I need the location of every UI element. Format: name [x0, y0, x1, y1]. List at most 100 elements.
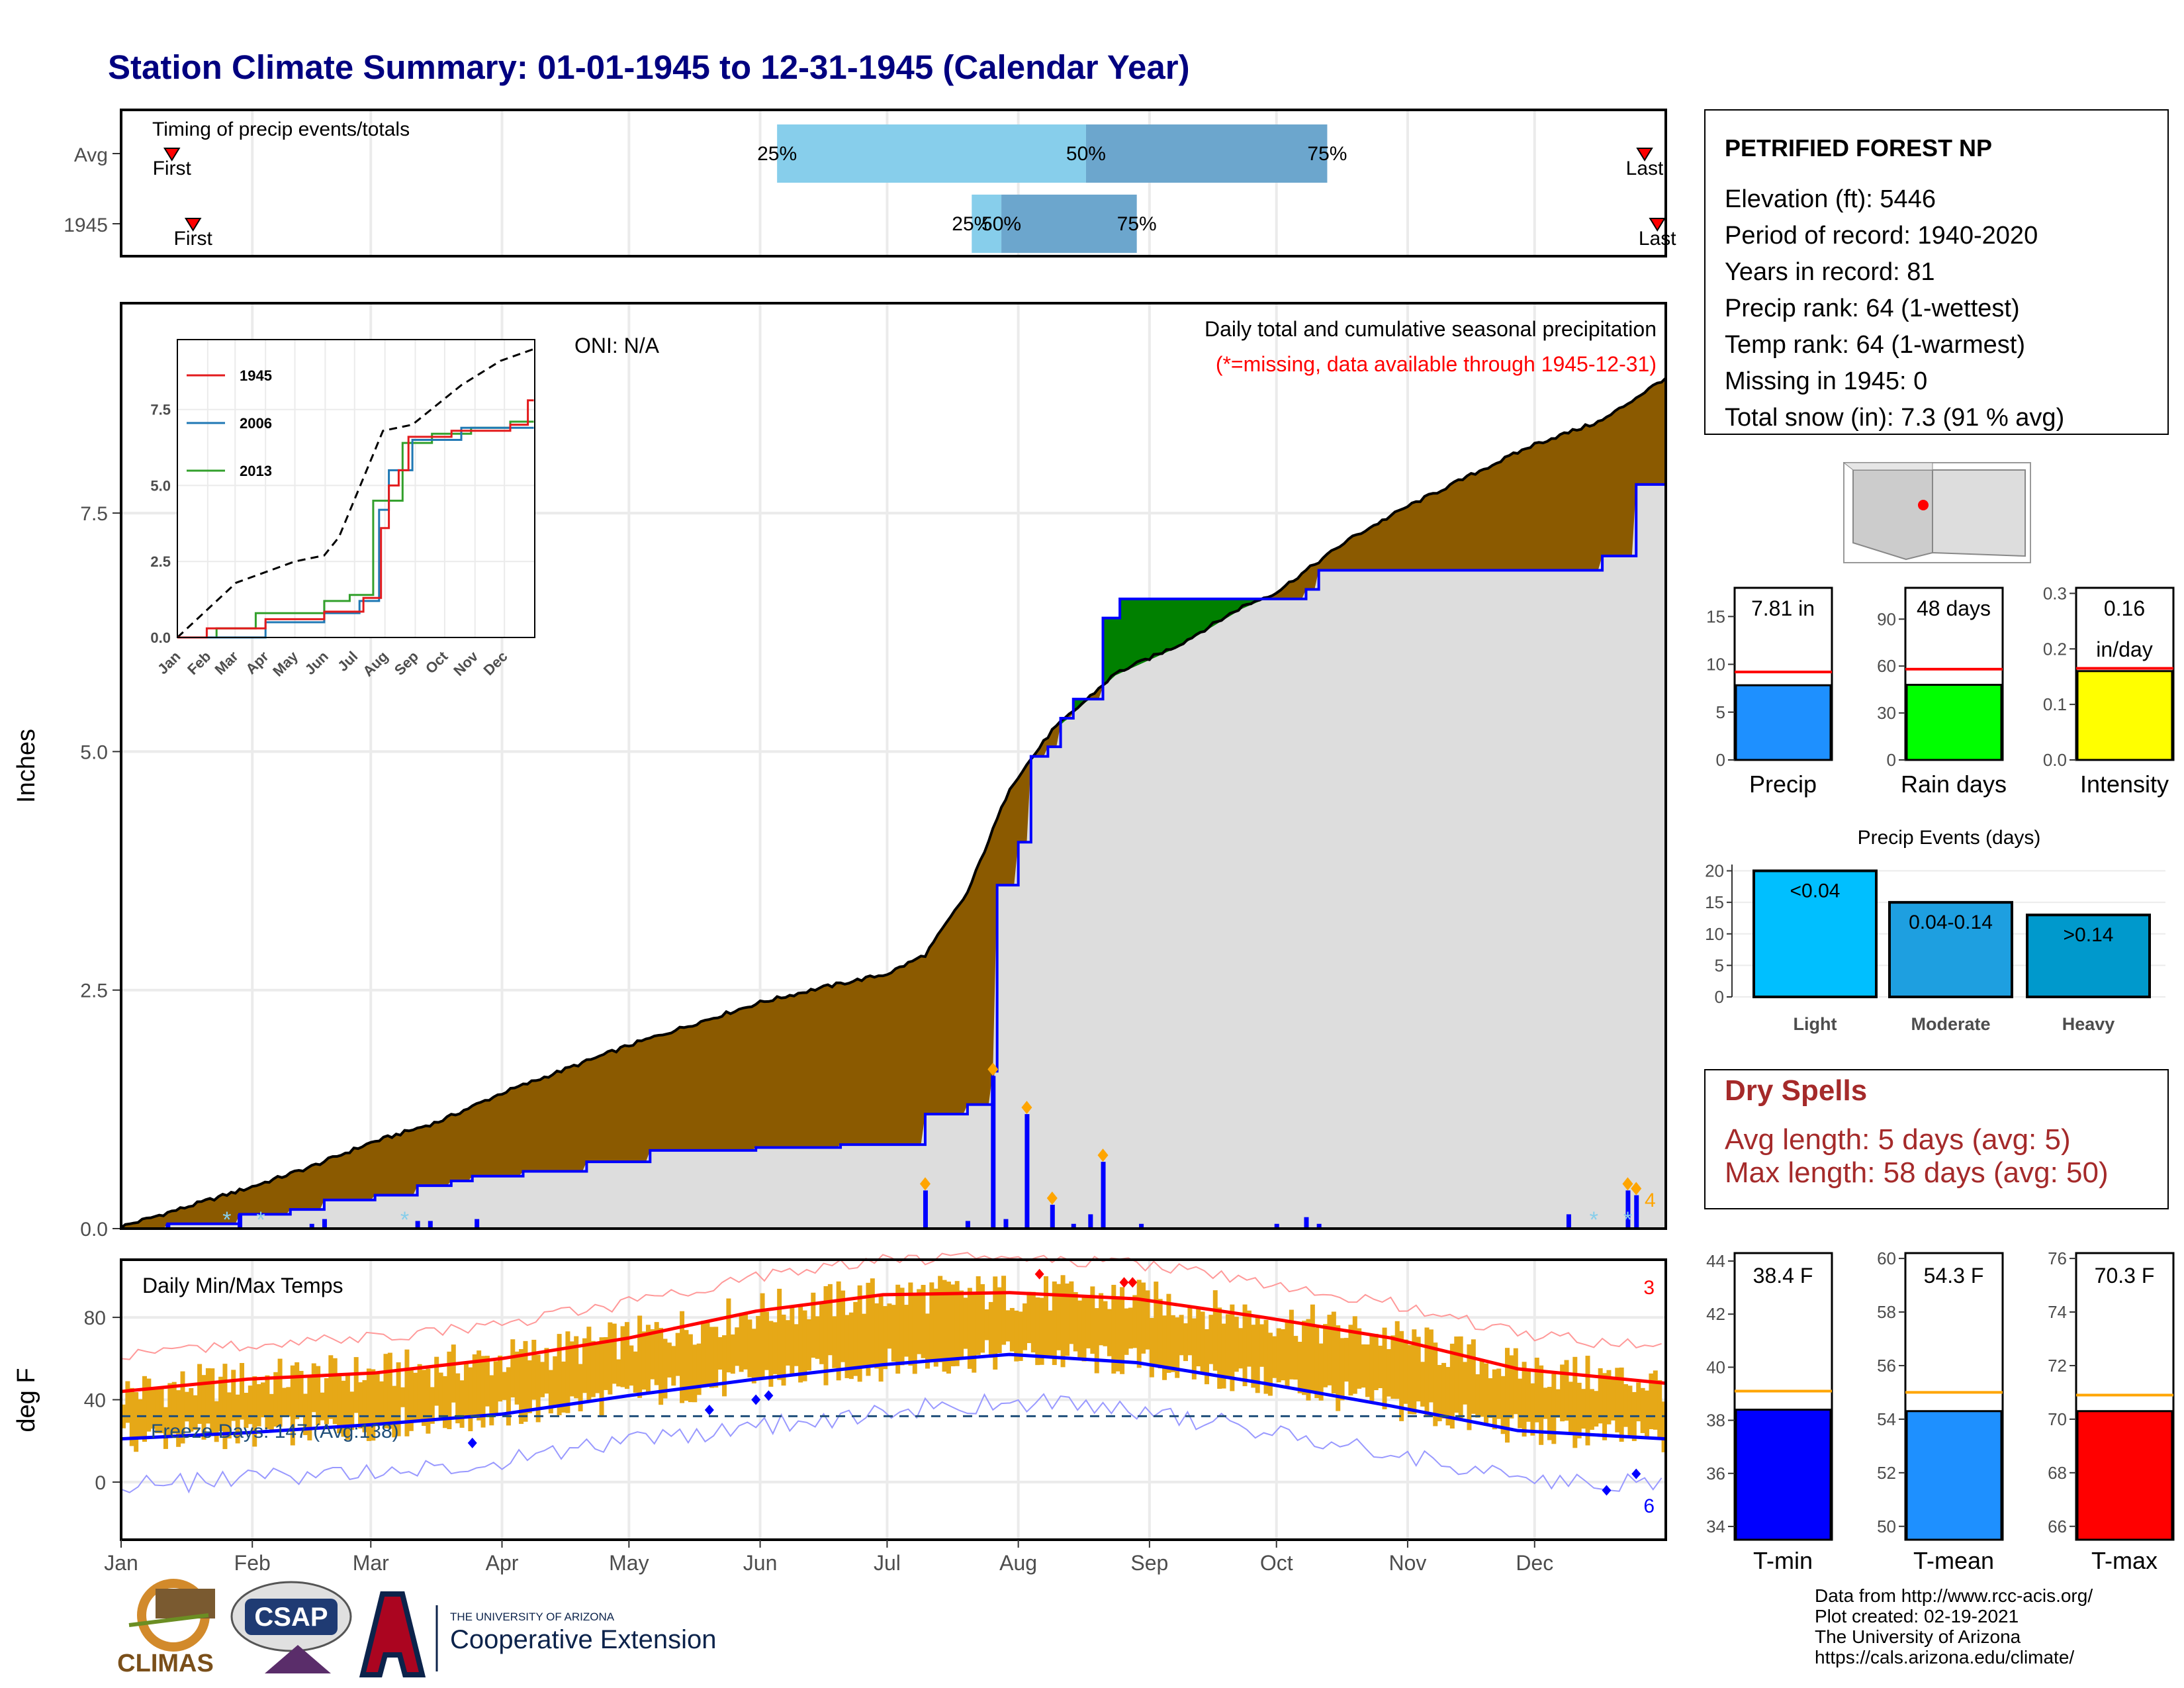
- daily-temp-bar: [1437, 1365, 1442, 1422]
- daily-temp-bar: [1141, 1282, 1146, 1354]
- daily-temp-bar: [281, 1387, 287, 1415]
- daily-temp-bar: [578, 1364, 583, 1412]
- daily-temp-bar: [417, 1364, 422, 1422]
- daily-temp-bar: [345, 1374, 350, 1440]
- ua-cooperative-extension: Cooperative Extension: [450, 1625, 716, 1654]
- daily-temp-bar: [404, 1349, 410, 1436]
- daily-temp-bar: [616, 1359, 621, 1387]
- daily-temp-bar: [1412, 1329, 1417, 1415]
- daily-temp-bar: [722, 1335, 727, 1397]
- daily-temp-bar: [426, 1368, 431, 1434]
- daily-temp-bar: [1560, 1364, 1565, 1422]
- daily-temp-bar: [1449, 1343, 1455, 1429]
- daily-precip-bar: [1625, 1190, 1631, 1229]
- daily-temp-bar: [519, 1349, 524, 1425]
- daily-temp-bar: [730, 1334, 735, 1374]
- daily-temp-bar: [705, 1321, 710, 1385]
- freeze-days-label: Freeze Days: 147 (Avg:138): [151, 1421, 399, 1442]
- precip-events-category: Heavy: [2062, 1014, 2115, 1034]
- inset-y-tick-label: 0.0: [150, 630, 171, 646]
- daily-temp-bar: [1099, 1293, 1104, 1346]
- daily-temp-bar: [709, 1327, 714, 1388]
- inset-y-tick-label: 7.5: [150, 402, 171, 418]
- daily-precip-bar: [475, 1219, 480, 1229]
- daily-temp-bar: [1619, 1367, 1624, 1442]
- snow-marker: *: [1590, 1207, 1598, 1233]
- timing-panel-label: Timing of precip events/totals: [152, 118, 410, 140]
- timing-last-label: Last: [1626, 158, 1664, 179]
- daily-temp-bar: [1340, 1338, 1345, 1401]
- daily-temp-bar: [523, 1340, 528, 1422]
- daily-temp-bar: [777, 1288, 782, 1380]
- daily-temp-bar: [1179, 1315, 1184, 1356]
- daily-temp-bar: [1394, 1321, 1400, 1399]
- csap-logo-mountain: [265, 1645, 331, 1673]
- daily-temp-bar: [925, 1313, 930, 1369]
- daily-temp-bar: [231, 1370, 236, 1421]
- daily-temp-bar: [645, 1325, 651, 1393]
- timing-panel-border: [120, 109, 1667, 258]
- daily-temp-bar: [1103, 1301, 1108, 1346]
- timing-p75-label: 75%: [1307, 143, 1347, 165]
- mini-bar-tick-label: 60: [1877, 656, 1896, 676]
- daily-temp-bar: [1627, 1385, 1633, 1438]
- daily-temp-bar: [125, 1381, 130, 1423]
- timing-first-label: First: [174, 228, 213, 250]
- daily-precip-bar: [309, 1223, 314, 1229]
- daily-temp-bar: [1200, 1311, 1205, 1375]
- daily-temp-bar: [1111, 1284, 1116, 1374]
- climas-logo-text: CLIMAS: [117, 1650, 214, 1677]
- daily-temp-bar: [662, 1338, 668, 1399]
- daily-temp-bar: [1649, 1373, 1654, 1430]
- daily-temp-bar: [1289, 1309, 1294, 1380]
- daily-temp-bar: [1610, 1378, 1615, 1421]
- temp-bar-tick-label: 54: [1877, 1409, 1896, 1429]
- daily-temp-bar: [790, 1305, 795, 1374]
- daily-temp-bar: [997, 1287, 1002, 1354]
- mini-bar-unit: in/day: [2096, 637, 2152, 661]
- month-tick-label: Jan: [104, 1551, 138, 1575]
- daily-temp-bar: [498, 1355, 503, 1402]
- daily-precip-bar: [165, 1223, 171, 1229]
- daily-precip-bar: [1566, 1214, 1571, 1229]
- temp-panel-border: [120, 1258, 1667, 1541]
- daily-temp-bar: [848, 1312, 854, 1380]
- dry-spells-avg: Avg length: 5 days (avg: 5): [1725, 1123, 2071, 1156]
- daily-temp-bar: [1212, 1290, 1218, 1371]
- daily-temp-bar: [1052, 1281, 1057, 1366]
- precip-y-tick-label: 0.0: [80, 1219, 108, 1241]
- daily-temp-bar: [1145, 1290, 1150, 1350]
- temp-y-tick-label: 80: [84, 1307, 106, 1329]
- timing-last-label: Last: [1639, 228, 1676, 250]
- daily-temp-bar: [878, 1296, 884, 1382]
- daily-temp-bar: [980, 1284, 985, 1353]
- daily-temp-bar: [650, 1329, 655, 1380]
- daily-temp-bar: [1403, 1339, 1408, 1404]
- daily-temp-bar: [1085, 1297, 1091, 1348]
- daily-temp-bar: [1285, 1321, 1290, 1388]
- daily-temp-bar: [1331, 1311, 1336, 1394]
- daily-temp-bar: [544, 1348, 549, 1394]
- precip-events-title: Precip Events (days): [1858, 827, 2041, 849]
- daily-temp-bar: [341, 1380, 346, 1437]
- daily-temp-bar: [760, 1293, 765, 1380]
- month-tick-label: Feb: [234, 1551, 271, 1575]
- daily-temp-bar: [1069, 1281, 1074, 1344]
- daily-temp-bar: [1500, 1376, 1506, 1434]
- daily-temp-bar: [1064, 1283, 1069, 1356]
- daily-temp-bar: [1428, 1329, 1433, 1403]
- footer-line: Plot created: 02-19-2021: [1815, 1606, 2019, 1626]
- daily-precip-bar: [415, 1221, 420, 1229]
- temp-bar-tick-label: 52: [1877, 1463, 1896, 1483]
- mini-bar-intensity: [2076, 670, 2173, 761]
- record-low-marker: [1602, 1485, 1612, 1496]
- daily-temp-bar: [226, 1392, 232, 1439]
- daily-temp-bar: [832, 1316, 837, 1368]
- daily-temp-bar: [273, 1372, 279, 1427]
- daily-temp-bar: [1060, 1275, 1066, 1368]
- daily-temp-bar: [553, 1356, 558, 1408]
- timing-p25-label: 25%: [952, 213, 991, 235]
- month-tick-label: Oct: [1260, 1551, 1293, 1575]
- daily-temp-bar: [1196, 1309, 1201, 1367]
- daily-temp-bar: [298, 1370, 304, 1417]
